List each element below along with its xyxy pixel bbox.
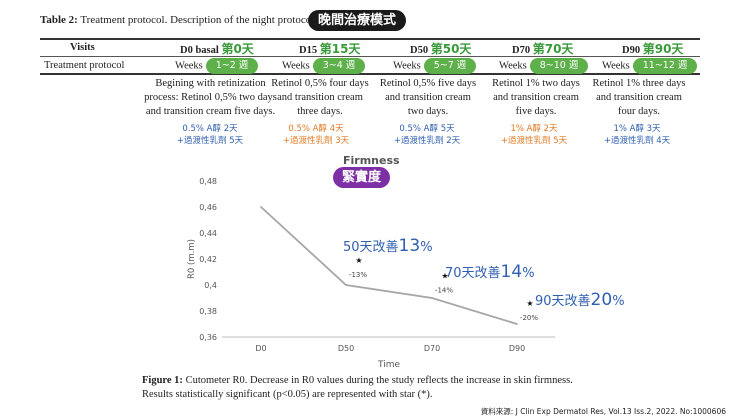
y-tick-label: 0,38: [199, 307, 217, 316]
x-tick-label: D90: [509, 344, 525, 353]
x-tick-label: D50: [338, 344, 354, 353]
improvement-label-90: 90天改善20%: [535, 290, 625, 310]
chart-marks: ★ -13% ★ -14% ★ -20%: [260, 206, 538, 325]
table-bottom-rule: [40, 73, 700, 75]
figure-caption: Figure 1: Cutometer R0. Decrease in R0 v…: [142, 375, 573, 400]
visit-header-d15: D15 第15天: [299, 42, 361, 56]
series-line: [260, 206, 518, 325]
chart-title-cn-badge: 緊實度: [333, 167, 391, 188]
data-point: [431, 297, 433, 299]
weeks-cell-d50: Weeks 5~7 週: [393, 58, 477, 74]
protocol-desc-d90: Retinol 1% three days and transition crea…: [592, 78, 686, 117]
weeks-cell-d90: Weeks 11~12 週: [602, 58, 698, 74]
dose-d90: 1% A醇 3天 +過渡性乳劑 4天: [603, 124, 671, 146]
y-axis-label: R0 (m.m): [187, 239, 197, 279]
dose-d0: 0.5% A醇 2天 +過渡性乳劑 5天: [176, 124, 244, 146]
weeks-pill: 8~10 週: [529, 58, 589, 74]
y-tick-label: 0,42: [199, 255, 217, 264]
chart-title: Firmness: [343, 154, 400, 167]
protocol-label: Treatment protocol: [44, 60, 125, 71]
percent-change-label: -20%: [520, 314, 538, 322]
visit-header-d0: D0 basal 第0天: [180, 42, 254, 56]
table-caption: Table 2: Treatment protocol. Description…: [40, 14, 318, 26]
weeks-cell-d15: Weeks 3~4 週: [282, 58, 366, 74]
data-point: [516, 323, 518, 325]
protocol-desc-d0: Begining with retinization process: Retin…: [144, 78, 277, 117]
weeks-pill: 1~2 週: [205, 58, 259, 74]
significance-star: ★: [526, 299, 533, 308]
y-tick-label: 0,36: [199, 333, 217, 342]
y-tick-label: 0,46: [199, 203, 217, 212]
dose-d15: 0.5% A醇 4天 +過渡性乳劑 3天: [282, 124, 350, 146]
x-axis-label: Time: [377, 360, 400, 370]
improvement-label-50: 50天改善13%: [343, 236, 433, 256]
visit-header-d90: D90 第90天: [622, 42, 684, 56]
visit-header-d50: D50 第50天: [410, 42, 472, 56]
protocol-desc-d15: Retinol 0,5% four days and transition cre…: [271, 78, 369, 117]
weeks-pill: 5~7 週: [423, 58, 477, 74]
weeks-pill: 11~12 週: [632, 58, 698, 74]
protocol-desc-d70: Retinol 1% two days and transition cream f…: [492, 78, 580, 117]
table-mid-rule: [40, 56, 700, 57]
x-tick-label: D70: [424, 344, 440, 353]
improvement-label-70: 70天改善14%: [445, 262, 535, 282]
y-tick-label: 0,44: [199, 229, 217, 238]
percent-change-label: -13%: [349, 271, 367, 279]
significance-star: ★: [441, 272, 448, 281]
y-tick-label: 0,48: [199, 177, 217, 186]
chart-axes: 0,36 0,38 0,4 0,42 0,44 0,46 0,48 D0 D50 D70 D90 Ti…: [187, 177, 555, 370]
night-protocol-badge: 晚間治療模式: [308, 10, 407, 31]
data-point: [345, 284, 347, 286]
protocol-desc-d50: Retinol 0,5% five days and transition cre…: [379, 78, 477, 117]
table-top-rule: [40, 38, 700, 40]
weeks-cell-d0: Weeks 1~2 週: [175, 58, 259, 74]
x-tick-label: D0: [255, 344, 266, 353]
weeks-cell-d70: Weeks 8~10 週: [499, 58, 589, 74]
dose-d70: 1% A醇 2天 +過渡性乳劑 5天: [500, 124, 568, 146]
dose-d50: 0.5% A醇 5天 +過渡性乳劑 2天: [393, 124, 461, 146]
significance-star: ★: [355, 256, 362, 265]
data-point: [260, 206, 262, 208]
percent-change-label: -14%: [435, 287, 453, 295]
visits-label: Visits: [70, 42, 95, 53]
y-tick-label: 0,4: [204, 281, 217, 290]
visit-header-d70: D70 第70天: [512, 42, 574, 56]
weeks-pill: 3~4 週: [312, 58, 366, 74]
source-note: 資料來源: J Clin Exp Dermatol Res, Vol.13 Is…: [480, 407, 726, 416]
